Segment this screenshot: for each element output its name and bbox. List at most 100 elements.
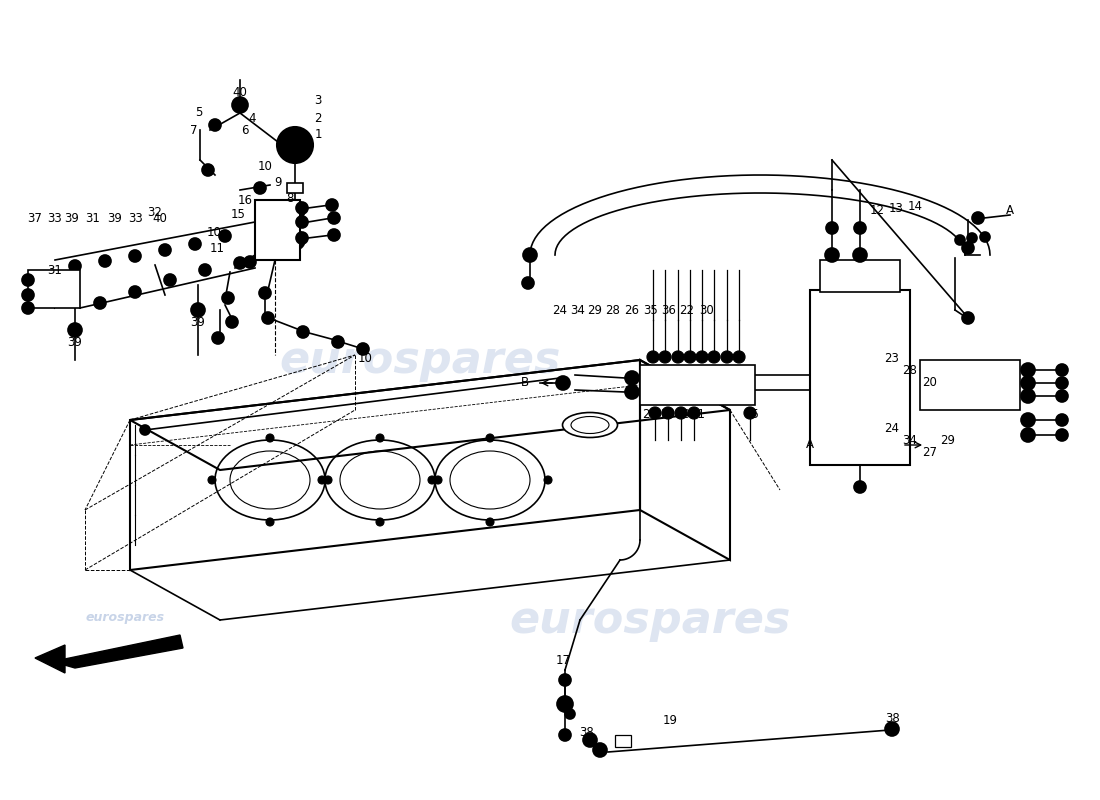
Circle shape: [266, 434, 274, 442]
Circle shape: [560, 701, 570, 711]
Text: 29: 29: [940, 434, 956, 446]
Circle shape: [318, 476, 326, 484]
Bar: [615, 735, 631, 747]
Circle shape: [328, 229, 340, 241]
Text: 20: 20: [661, 409, 675, 422]
Circle shape: [244, 256, 256, 268]
Text: 38: 38: [886, 711, 901, 725]
Text: 28: 28: [606, 303, 620, 317]
Circle shape: [486, 518, 494, 526]
Text: 9: 9: [274, 175, 282, 189]
Text: 36: 36: [661, 303, 676, 317]
Circle shape: [886, 722, 899, 736]
Text: 28: 28: [903, 363, 917, 377]
Circle shape: [212, 332, 224, 344]
Circle shape: [68, 323, 82, 337]
Circle shape: [1021, 413, 1035, 427]
Circle shape: [733, 351, 745, 363]
Circle shape: [129, 250, 141, 262]
Text: 4: 4: [249, 111, 255, 125]
Polygon shape: [47, 635, 183, 668]
Text: B: B: [966, 239, 975, 253]
Text: 29: 29: [587, 303, 603, 317]
Text: eurospares: eurospares: [86, 611, 165, 625]
Bar: [287, 183, 303, 193]
Circle shape: [720, 351, 733, 363]
Bar: [28, 270, 80, 308]
Circle shape: [69, 260, 81, 272]
Circle shape: [254, 182, 266, 194]
Circle shape: [854, 222, 866, 234]
Text: 34: 34: [903, 434, 917, 446]
Circle shape: [324, 476, 332, 484]
Text: 31: 31: [47, 263, 63, 277]
Circle shape: [852, 248, 867, 262]
Text: 20: 20: [923, 375, 937, 389]
Circle shape: [696, 351, 708, 363]
Circle shape: [522, 277, 534, 289]
Circle shape: [222, 292, 234, 304]
Circle shape: [99, 255, 111, 267]
Text: 31: 31: [86, 211, 100, 225]
Bar: [920, 360, 1020, 410]
Circle shape: [140, 425, 150, 435]
Text: 24: 24: [552, 303, 568, 317]
Bar: [820, 260, 900, 292]
Text: 17: 17: [556, 654, 571, 666]
Circle shape: [434, 476, 442, 484]
Circle shape: [593, 743, 607, 757]
Text: 24: 24: [884, 422, 900, 434]
Circle shape: [559, 674, 571, 686]
Text: 10: 10: [207, 226, 221, 239]
Circle shape: [266, 518, 274, 526]
Circle shape: [672, 351, 684, 363]
Text: 2: 2: [315, 111, 321, 125]
Text: 27: 27: [642, 409, 658, 422]
Text: B: B: [521, 377, 529, 390]
Text: eurospares: eurospares: [509, 598, 791, 642]
Circle shape: [544, 476, 552, 484]
Circle shape: [160, 244, 170, 256]
Circle shape: [522, 248, 537, 262]
Circle shape: [744, 407, 756, 419]
Circle shape: [332, 336, 344, 348]
Circle shape: [94, 297, 106, 309]
Circle shape: [625, 385, 639, 399]
Circle shape: [209, 119, 221, 131]
Text: 12: 12: [869, 203, 884, 217]
Text: 25: 25: [745, 409, 759, 422]
Circle shape: [625, 371, 639, 385]
Circle shape: [22, 302, 34, 314]
Circle shape: [967, 233, 977, 243]
Circle shape: [189, 238, 201, 250]
Circle shape: [234, 257, 246, 269]
Circle shape: [296, 216, 308, 228]
Circle shape: [1056, 429, 1068, 441]
Circle shape: [1056, 390, 1068, 402]
Circle shape: [219, 230, 231, 242]
Circle shape: [557, 696, 573, 712]
Text: 1: 1: [315, 129, 321, 142]
Text: 30: 30: [700, 303, 714, 317]
Text: 10: 10: [257, 161, 273, 174]
Circle shape: [285, 230, 305, 250]
Circle shape: [980, 232, 990, 242]
Circle shape: [1056, 377, 1068, 389]
Text: 26: 26: [625, 303, 639, 317]
Text: 39: 39: [108, 211, 122, 225]
Text: 3: 3: [315, 94, 321, 106]
Text: 23: 23: [884, 351, 900, 365]
Polygon shape: [35, 645, 65, 673]
Text: 39: 39: [67, 335, 82, 349]
Circle shape: [258, 287, 271, 299]
Text: 37: 37: [28, 211, 43, 225]
Circle shape: [191, 303, 205, 317]
Text: 16: 16: [238, 194, 253, 206]
Text: eurospares: eurospares: [279, 338, 561, 382]
Circle shape: [955, 235, 965, 245]
Circle shape: [328, 212, 340, 224]
Circle shape: [358, 343, 368, 355]
Circle shape: [972, 212, 984, 224]
Circle shape: [1021, 389, 1035, 403]
Ellipse shape: [562, 413, 617, 438]
